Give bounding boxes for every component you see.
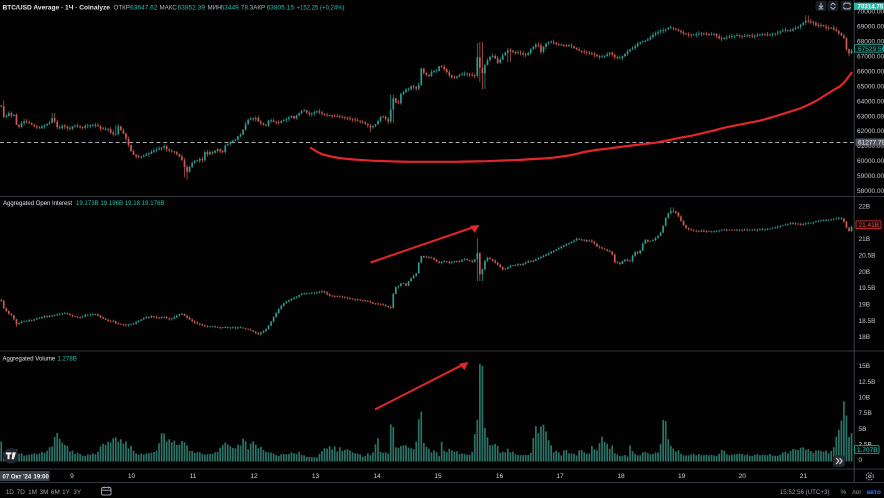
svg-text:58000.00: 58000.00 xyxy=(857,188,884,195)
svg-text:19.5B: 19.5B xyxy=(859,285,876,292)
svg-text:Aggregated Volume: Aggregated Volume xyxy=(3,357,56,363)
svg-text:18.5B: 18.5B xyxy=(859,318,876,325)
svg-text:1.707B: 1.707B xyxy=(857,447,878,454)
svg-text:6M: 6M xyxy=(51,489,60,496)
svg-text:12.5B: 12.5B xyxy=(859,379,876,386)
svg-text:16: 16 xyxy=(496,473,504,480)
svg-text:12: 12 xyxy=(250,473,258,480)
svg-text:63000.00: 63000.00 xyxy=(857,113,884,120)
svg-text:19:00: 19:00 xyxy=(34,474,50,480)
svg-text:17: 17 xyxy=(556,473,564,480)
svg-text:20: 20 xyxy=(739,473,747,480)
svg-text:10: 10 xyxy=(128,473,136,480)
svg-text:ОТКР: ОТКР xyxy=(114,5,130,12)
svg-text:07 Окт '24: 07 Окт '24 xyxy=(3,474,32,480)
svg-text:70000.00: 70000.00 xyxy=(857,8,884,15)
svg-text:0: 0 xyxy=(859,457,863,464)
svg-text:3Y: 3Y xyxy=(73,489,82,496)
svg-text:15: 15 xyxy=(434,473,442,480)
svg-text:67000.00: 67000.00 xyxy=(857,53,884,60)
svg-text:9: 9 xyxy=(70,473,74,480)
svg-text:69000.00: 69000.00 xyxy=(857,23,884,30)
svg-text:МИН: МИН xyxy=(208,5,222,12)
svg-text:%: % xyxy=(841,489,847,496)
svg-text:21: 21 xyxy=(800,473,808,480)
svg-text:1D: 1D xyxy=(6,489,15,496)
svg-text:13: 13 xyxy=(312,473,320,480)
svg-text:ЗАКР: ЗАКР xyxy=(250,5,266,12)
svg-text:67529.56: 67529.56 xyxy=(858,46,884,53)
svg-text:11: 11 xyxy=(190,473,197,480)
svg-text:63805.15: 63805.15 xyxy=(267,5,295,12)
svg-text:22B: 22B xyxy=(859,203,871,210)
svg-text:BTC/USD Average · 1Ч · Coinaly: BTC/USD Average · 1Ч · Coinalyze xyxy=(3,5,111,12)
svg-text:19.173B 19.196B 19.18 19.17: 19.173B 19.196B 19.18 19.176B xyxy=(76,200,164,207)
svg-text:2.5B: 2.5B xyxy=(859,442,872,449)
svg-text:авто: авто xyxy=(867,489,881,496)
svg-text:7D: 7D xyxy=(17,489,26,496)
svg-text:66000.00: 66000.00 xyxy=(857,68,884,75)
svg-text:18B: 18B xyxy=(859,334,871,341)
svg-text:61000.00: 61000.00 xyxy=(857,143,884,150)
svg-text:59000.00: 59000.00 xyxy=(857,173,884,180)
svg-text:МАКС: МАКС xyxy=(160,5,178,12)
svg-text:63852.39: 63852.39 xyxy=(178,5,206,12)
svg-text:19B: 19B xyxy=(859,302,871,309)
svg-text:21.41B: 21.41B xyxy=(859,222,880,229)
svg-text:5B: 5B xyxy=(859,426,867,433)
svg-text:лог: лог xyxy=(852,489,862,496)
svg-text:19: 19 xyxy=(678,473,686,480)
svg-text:68000.00: 68000.00 xyxy=(857,38,884,45)
svg-text:64000.00: 64000.00 xyxy=(857,98,884,105)
svg-text:15B: 15B xyxy=(859,363,871,370)
svg-text:1Y: 1Y xyxy=(62,489,71,496)
svg-text:62000.00: 62000.00 xyxy=(857,128,884,135)
svg-text:1M: 1M xyxy=(28,489,37,496)
svg-text:3M: 3M xyxy=(40,489,49,496)
svg-text:15:52:56 (UTC+3): 15:52:56 (UTC+3) xyxy=(780,489,830,496)
svg-text:61277.79: 61277.79 xyxy=(858,140,884,147)
svg-text:Aggregated Open Interest: Aggregated Open Interest xyxy=(3,201,72,207)
svg-text:18: 18 xyxy=(617,473,625,480)
svg-text:60000.00: 60000.00 xyxy=(857,158,884,165)
svg-text:14: 14 xyxy=(373,473,381,480)
svg-text:20.5B: 20.5B xyxy=(859,252,876,259)
svg-text:65000.00: 65000.00 xyxy=(857,83,884,90)
svg-text:1.278B: 1.278B xyxy=(58,356,77,363)
svg-text:10B: 10B xyxy=(859,395,871,402)
svg-text:63449.78: 63449.78 xyxy=(221,5,249,12)
svg-text:7.5B: 7.5B xyxy=(859,410,872,417)
svg-text:+152.25 (+0.24%): +152.25 (+0.24%) xyxy=(297,6,345,12)
svg-text:63647.62: 63647.62 xyxy=(130,5,158,12)
svg-text:21B: 21B xyxy=(859,236,871,243)
svg-text:70314.75: 70314.75 xyxy=(858,4,884,11)
svg-text:20B: 20B xyxy=(859,269,871,276)
